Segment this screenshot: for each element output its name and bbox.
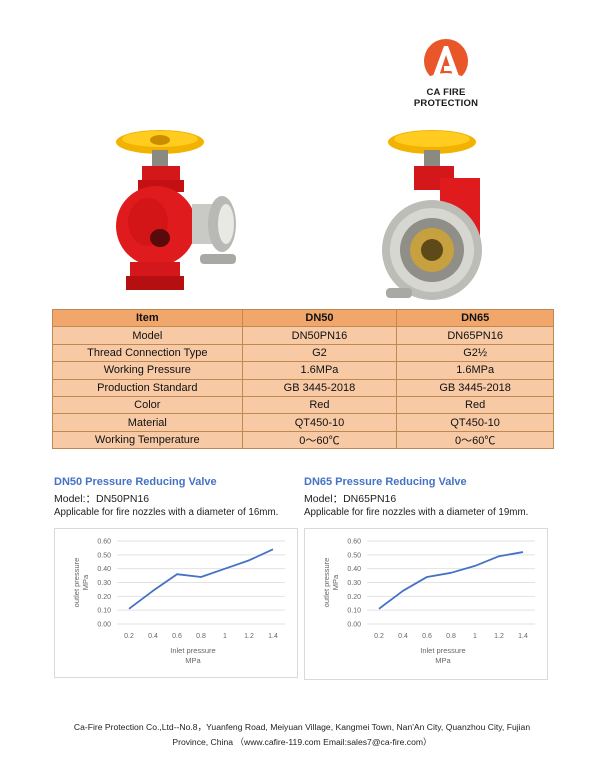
table-row: Color Red Red — [52, 395, 554, 415]
dn50-valve-photo — [104, 122, 264, 292]
dn65-value: QT450-10 — [396, 413, 554, 432]
x-tick-label: 0.4 — [398, 633, 408, 640]
table-row: Thread Connection Type G2 G2½ — [52, 343, 554, 363]
company-logo-text: CA FIRE PROTECTION — [413, 87, 479, 109]
dn65-pressure-chart: 0.00 0.10 0.20 0.30 0.40 0.50 0.60 0.2 0.4 0.6 0.8… — [304, 528, 548, 680]
dn50-value: Red — [241, 395, 398, 415]
dn65-valve-title: DN65 Pressure Reducing Valve — [304, 476, 467, 488]
svg-text:MPa: MPa — [185, 656, 201, 665]
row-label: Thread Connection Type — [52, 343, 243, 363]
dn50-chart-svg: 0.00 0.10 0.20 0.30 0.40 0.50 0.60 0.2 0.4 0.6 0.8… — [72, 539, 285, 665]
header-dn50: DN50 — [241, 308, 398, 328]
dn50-value: QT450-10 — [241, 413, 398, 432]
table-row: Model DN50PN16 DN65PN16 — [52, 326, 554, 345]
x-tick-label: 0.8 — [446, 633, 456, 640]
row-label: Working Pressure — [52, 361, 243, 380]
dn50-value: 1.6MPa — [241, 361, 398, 380]
svg-text:Inlet pressure: Inlet pressure — [420, 646, 465, 655]
dn50-valve-application: Applicable for fire nozzles with a diame… — [54, 507, 279, 518]
y-tick-label: 0.40 — [97, 566, 111, 573]
y-tick-label: 0.20 — [97, 594, 111, 601]
svg-text:MPa: MPa — [435, 656, 451, 665]
x-tick-label: 1 — [473, 633, 477, 640]
x-tick-label: 0.4 — [148, 633, 158, 640]
y-tick-label: 0.50 — [347, 552, 361, 559]
spec-table-header: Item DN50 DN65 — [52, 308, 554, 328]
x-tick-label: 0.2 — [374, 633, 384, 640]
dn65-value: DN65PN16 — [396, 326, 554, 345]
row-label: Working Temperature — [52, 430, 243, 450]
x-tick-label: 1.2 — [494, 633, 504, 640]
svg-text:outlet pressure: outlet pressure — [72, 558, 81, 608]
x-tick-label: 0.8 — [196, 633, 206, 640]
y-tick-label: 0.60 — [347, 539, 361, 546]
dn65-valve-application: Applicable for fire nozzles with a diame… — [304, 507, 529, 518]
y-tick-label: 0.00 — [347, 622, 361, 629]
ca-fire-logo-icon — [424, 39, 468, 84]
x-tick-label: 0.6 — [172, 633, 182, 640]
dn50-valve-title: DN50 Pressure Reducing Valve — [54, 476, 217, 488]
x-tick-label: 1.4 — [518, 633, 528, 640]
footer: Ca-Fire Protection Co.,Ltd--No.8，Yuanfen… — [30, 720, 574, 750]
dn50-value: 0～60℃ — [241, 430, 398, 450]
x-tick-label: 1.4 — [268, 633, 278, 640]
y-tick-label: 0.00 — [97, 622, 111, 629]
y-tick-label: 0.60 — [97, 539, 111, 546]
table-row: Working Pressure 1.6MPa 1.6MPa — [52, 361, 554, 380]
dn50-pressure-chart: 0.00 0.10 0.20 0.30 0.40 0.50 0.60 0.2 0.4 0.6 0.8… — [54, 528, 298, 678]
y-tick-label: 0.40 — [347, 566, 361, 573]
svg-text:MPa: MPa — [331, 574, 340, 590]
y-tick-label: 0.20 — [347, 594, 361, 601]
row-label: Model — [52, 326, 243, 345]
dn65-chart-svg: 0.00 0.10 0.20 0.30 0.40 0.50 0.60 0.2 0.4 0.6 0.8… — [322, 539, 535, 665]
dn65-value: G2½ — [396, 343, 554, 363]
dn50-valve-model: Model:：DN50PN16 — [54, 493, 150, 505]
svg-text:outlet pressure: outlet pressure — [322, 558, 331, 608]
row-label: Material — [52, 413, 243, 432]
y-tick-label: 0.10 — [347, 608, 361, 615]
dn65-value: 1.6MPa — [396, 361, 554, 380]
y-axis-label: outlet pressure MPa — [72, 558, 90, 608]
dn65-value: GB 3445-2018 — [396, 378, 554, 397]
svg-text:MPa: MPa — [81, 574, 90, 590]
dn65-valve-model: Model：DN65PN16 — [304, 493, 397, 505]
svg-text:Inlet pressure: Inlet pressure — [170, 646, 215, 655]
y-tick-label: 0.30 — [97, 580, 111, 587]
footer-contact: Province, China （www.cafire-119.com Emai… — [172, 737, 432, 747]
spec-table: Item DN50 DN65 Model DN50PN16 DN65PN16 T… — [52, 308, 554, 450]
series-line — [128, 548, 274, 610]
row-label: Production Standard — [52, 378, 243, 397]
y-axis-label: outlet pressure MPa — [322, 558, 340, 608]
dn65-value: 0～60℃ — [396, 430, 554, 450]
table-row: Production Standard GB 3445-2018 GB 3445… — [52, 378, 554, 397]
table-row: Material QT450-10 QT450-10 — [52, 413, 554, 432]
company-logo: CA FIRE PROTECTION — [398, 38, 494, 109]
dn50-value: G2 — [241, 343, 398, 363]
x-tick-label: 1 — [223, 633, 227, 640]
table-row: Working Temperature 0～60℃ 0～60℃ — [52, 430, 554, 450]
y-tick-label: 0.30 — [347, 580, 361, 587]
dn65-value: Red — [396, 395, 554, 415]
dn50-value: GB 3445-2018 — [241, 378, 398, 397]
x-tick-label: 1.2 — [244, 633, 254, 640]
header-dn65: DN65 — [396, 308, 554, 328]
dn50-value: DN50PN16 — [241, 326, 398, 345]
y-tick-label: 0.50 — [97, 552, 111, 559]
row-label: Color — [52, 395, 243, 415]
footer-address: Ca-Fire Protection Co.,Ltd--No.8，Yuanfen… — [73, 722, 531, 732]
x-tick-label: 0.2 — [124, 633, 134, 640]
header-item: Item — [52, 308, 243, 328]
series-line — [378, 551, 524, 610]
x-tick-label: 0.6 — [422, 633, 432, 640]
y-tick-label: 0.10 — [97, 608, 111, 615]
dn65-valve-photo — [380, 122, 498, 308]
